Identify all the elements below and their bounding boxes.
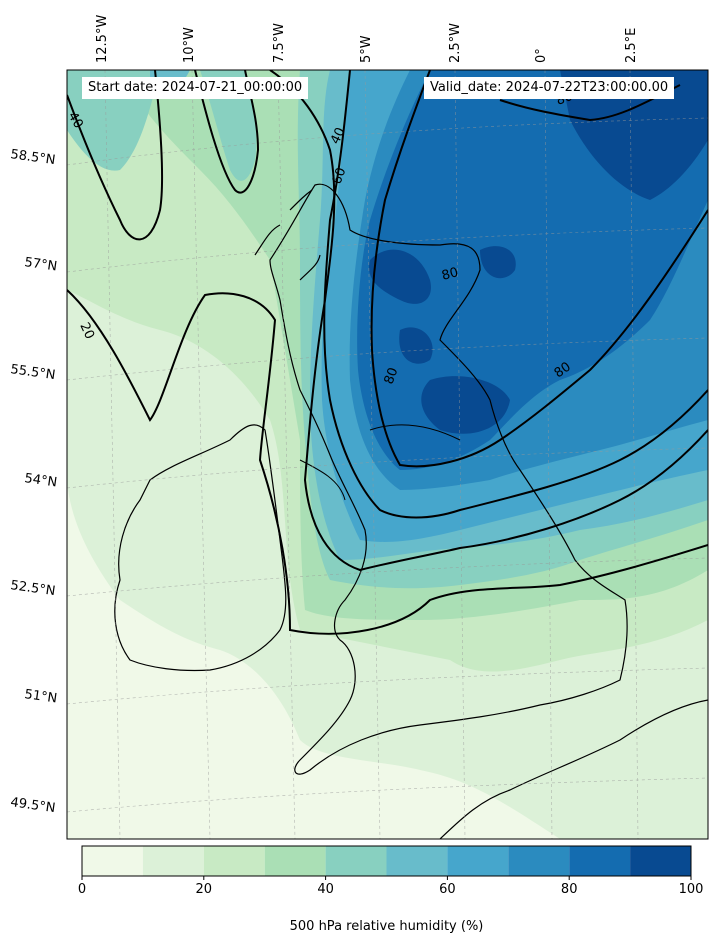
contour-label-20: 20 bbox=[76, 320, 97, 341]
colorbar-tick-label: 0 bbox=[78, 882, 86, 897]
lon-label: 7.5°W bbox=[272, 23, 287, 63]
contour-label-80-west: 80 bbox=[382, 366, 402, 387]
colorbar-segment bbox=[630, 846, 691, 876]
colorbar-segment bbox=[569, 846, 631, 876]
lat-label: 58.5°N bbox=[9, 147, 56, 168]
colorbar-title: 500 hPa relative humidity (%) bbox=[289, 919, 484, 934]
rh-band-90-100 bbox=[369, 70, 708, 434]
colorbar-tick-label: 100 bbox=[679, 882, 704, 897]
contour-80 bbox=[370, 70, 708, 468]
lat-label: 51°N bbox=[23, 687, 58, 706]
lon-label: 5°W bbox=[359, 35, 374, 63]
valid-date-label: Valid_date: 2024-07-22T23:00:00.00 bbox=[424, 77, 675, 99]
contour-40 bbox=[269, 70, 708, 572]
great-britain-coast bbox=[269, 183, 628, 775]
colorbar: 0 20 40 60 80 100 bbox=[78, 845, 704, 897]
colorbar-tick-label: 40 bbox=[317, 882, 334, 897]
humidity-field: 40 20 40 60 80 80 80 80 bbox=[65, 70, 708, 839]
lon-label: 10°W bbox=[182, 27, 197, 63]
lon-label: 0° bbox=[534, 48, 549, 63]
contour-label-80-center: 80 bbox=[440, 265, 460, 284]
ireland-coast bbox=[114, 424, 287, 672]
colorbar-tick-label: 80 bbox=[561, 882, 578, 897]
contour-20 bbox=[67, 289, 708, 635]
colorbar-segment bbox=[325, 846, 387, 876]
colorbar-frame bbox=[81, 845, 692, 877]
colorbar-tick-label: 60 bbox=[439, 882, 456, 897]
latitude-labels: 58.5°N 57°N 55.5°N 54°N 52.5°N 51°N 49.5… bbox=[9, 147, 58, 816]
contour-label-60: 60 bbox=[330, 166, 350, 187]
lat-label: 49.5°N bbox=[9, 795, 56, 816]
lon-label: 2.5°E bbox=[624, 28, 639, 63]
lat-label: 55.5°N bbox=[9, 362, 56, 383]
contour-label-40-west: 40 bbox=[65, 110, 86, 132]
colorbar-segment bbox=[203, 846, 265, 876]
lon-label: 12.5°W bbox=[95, 15, 110, 63]
colorbar-segment bbox=[508, 846, 570, 876]
france-coast bbox=[439, 699, 708, 839]
map-frame bbox=[66, 69, 709, 840]
colorbar-segment bbox=[82, 846, 143, 876]
graticule bbox=[67, 70, 708, 839]
rh-contours bbox=[67, 70, 708, 635]
colorbar-segment bbox=[264, 846, 326, 876]
contour-label-40: 40 bbox=[328, 125, 349, 146]
contour-40-atlantic bbox=[67, 70, 260, 241]
colorbar-segment bbox=[447, 846, 509, 876]
lat-label: 54°N bbox=[23, 471, 58, 490]
hebrides-coast bbox=[254, 189, 321, 281]
start-date-label: Start date: 2024-07-21_00:00:00 bbox=[82, 77, 309, 99]
colorbar-segment bbox=[386, 846, 448, 876]
lat-label: 57°N bbox=[23, 255, 58, 274]
contour-60 bbox=[323, 70, 708, 519]
longitude-labels: 12.5°W 10°W 7.5°W 5°W 2.5°W 0° 2.5°E bbox=[95, 15, 639, 63]
colorbar-segment bbox=[142, 846, 204, 876]
lon-label: 2.5°W bbox=[448, 23, 463, 63]
lat-label: 52.5°N bbox=[9, 578, 56, 599]
colorbar-tick-label: 20 bbox=[196, 882, 213, 897]
